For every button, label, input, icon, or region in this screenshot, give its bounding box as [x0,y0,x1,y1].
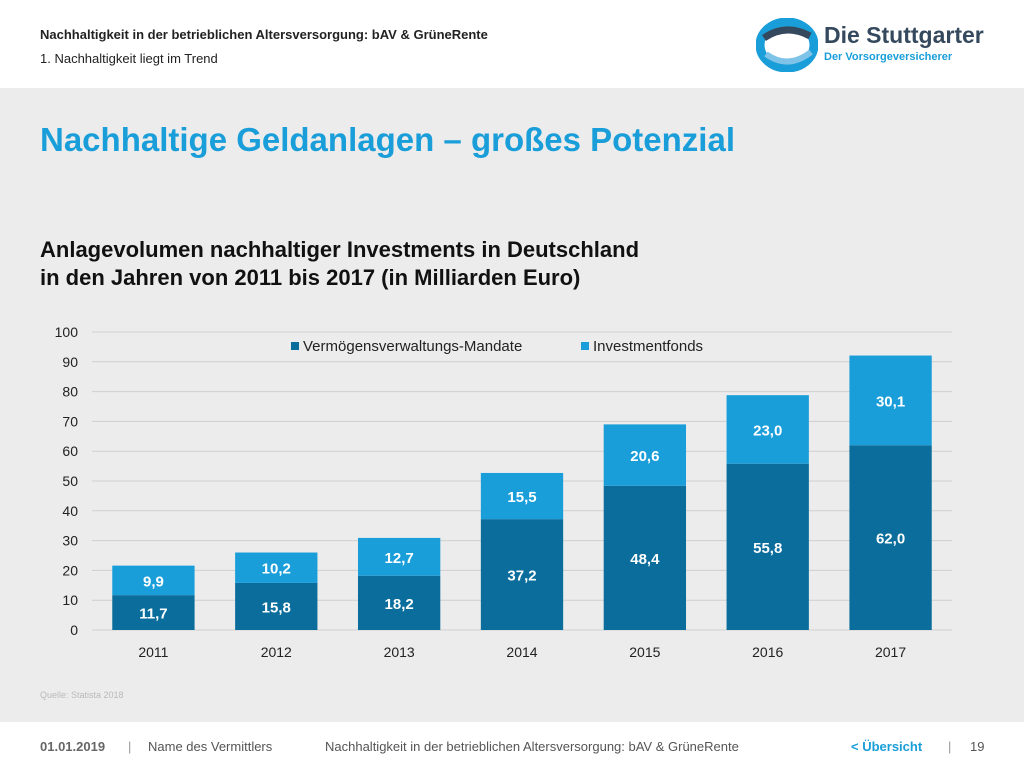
swirl-logo-icon [755,17,819,73]
logo-tagline: Der Vorsorgeversicherer [824,51,953,63]
legend-swatch [581,342,589,350]
y-tick-label: 10 [62,592,78,608]
x-tick-label: 2013 [384,644,415,660]
data-label: 12,7 [385,550,414,567]
y-tick-label: 80 [62,384,78,400]
data-label: 48,4 [630,551,660,568]
bar-mandate-2014 [480,519,564,630]
bar-mandate-2016 [726,463,809,630]
bar-fund-2012 [235,552,318,583]
data-label: 20,6 [630,448,659,465]
top-header: Nachhaltigkeit in der betrieblichen Alte… [0,0,1024,88]
chart-heading-line1: Anlagevolumen nachhaltiger Investments i… [40,237,640,262]
y-tick-label: 20 [62,562,78,578]
bar-mandate-2017 [849,445,932,630]
data-label: 30,1 [876,393,905,410]
data-label: 37,2 [507,568,536,585]
x-tick-label: 2011 [138,644,168,660]
bar-fund-2017 [849,355,932,446]
data-label: 18,2 [385,596,414,613]
x-tick-label: 2012 [261,644,292,660]
data-label: 55,8 [753,540,782,557]
company-logo: Die Stuttgarter Der Vorsorgeversicherer [755,17,996,73]
bar-fund-2013 [357,537,441,576]
stacked-bar-chart: 0 10 20 30 40 50 60 70 80 90 100 11,7 9,9 2011 15,8 10,… [55,324,952,660]
overview-link[interactable]: < Übersicht [851,739,923,754]
data-label: 9,9 [143,573,164,590]
footer: 01.01.2019 | Name des Vermittlers Nachha… [0,722,1024,768]
bar-fund-2014 [480,472,564,520]
source-note: Quelle: Statista 2018 [40,690,124,700]
bar-fund-2015 [603,424,687,486]
y-tick-label: 70 [62,413,78,429]
page-number: 19 [970,739,985,754]
legend-swatch [291,342,299,350]
y-tick-label: 90 [62,354,78,370]
data-label: 15,5 [507,489,536,506]
slide-title: Nachhaltige Geldanlagen – großes Potenzi… [40,121,735,158]
x-tick-label: 2017 [875,644,906,660]
x-tick-label: 2016 [752,644,783,660]
bar-mandate-2011 [112,595,195,630]
bar-fund-2011 [112,565,195,596]
legend-label: Investmentfonds [593,338,703,355]
chart-heading: Anlagevolumen nachhaltiger Investments i… [40,236,639,292]
data-label: 15,8 [262,599,291,616]
y-tick-label: 60 [62,443,78,459]
slide-content: Nachhaltige Geldanlagen – großes Potenzi… [0,88,1024,722]
bar-mandate-2012 [235,582,318,630]
footer-separator: | [128,739,132,754]
bar-mandate-2013 [357,575,441,630]
data-label: 23,0 [753,422,782,439]
y-tick-label: 40 [62,503,78,519]
footer-date: 01.01.2019 [40,739,106,754]
header-title: Nachhaltigkeit in der betrieblichen Alte… [40,27,488,42]
y-tick-label: 0 [70,622,78,638]
y-tick-label: 30 [62,533,78,549]
data-label: 11,7 [139,606,167,623]
bar-fund-2016 [726,395,809,464]
y-tick-label: 50 [62,473,78,489]
bar-mandate-2015 [603,485,687,630]
header-subtitle: 1. Nachhaltigkeit liegt im Trend [40,51,218,66]
data-label: 62,0 [876,531,905,548]
footer-agent-name: Name des Vermittlers [148,739,273,754]
logo-name: Die Stuttgarter [824,22,984,48]
x-tick-label: 2014 [506,644,537,660]
chart-heading-line2: in den Jahren von 2011 bis 2017 (in Mill… [40,265,581,290]
y-tick-label: 100 [55,324,79,340]
footer-separator: | [948,739,952,754]
footer-topic: Nachhaltigkeit in der betrieblichen Alte… [325,739,739,754]
legend-label: Vermögensverwaltungs-Mandate [303,338,522,355]
x-tick-label: 2015 [629,644,660,660]
data-label: 10,2 [262,561,291,578]
